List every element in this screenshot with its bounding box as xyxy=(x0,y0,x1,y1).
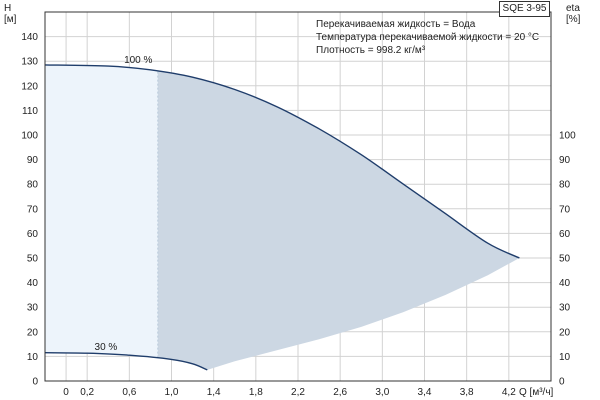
y-left-tick-label: 0 xyxy=(32,377,38,388)
x-tick-label: 1,0 xyxy=(165,387,179,398)
tick-labels: 0 0,2 0,6 1,0 1,4 1,8 2,2 2,6 3,0 3,4 3,8 4,2 0 10 20 3… xyxy=(4,3,581,398)
note-liquid: Перекачиваемая жидкость = Вода xyxy=(316,19,476,30)
y-left-tick-label: 40 xyxy=(27,278,39,289)
y-left-title-symbol: H xyxy=(4,3,11,14)
x-axis-title: Q [м³/ч] xyxy=(519,387,554,398)
x-tick-label: 0,2 xyxy=(80,387,94,398)
curve-label-100-percent: 100 % xyxy=(124,55,152,66)
y-left-tick-label: 120 xyxy=(21,81,38,92)
y-right-tick-label: 30 xyxy=(559,303,571,314)
curves: 100 % 30 % xyxy=(44,55,520,371)
area-light xyxy=(45,64,158,359)
y-left-tick-label: 110 xyxy=(22,106,38,117)
curve-30-percent xyxy=(44,352,208,371)
x-tick-label: 3,4 xyxy=(418,387,432,398)
x-tick-label: 0 xyxy=(63,387,69,398)
y-left-tick-label: 130 xyxy=(21,57,38,68)
plot-frame xyxy=(44,11,552,382)
y-left-tick-label: 80 xyxy=(27,180,39,191)
y-right-title-symbol: eta xyxy=(566,3,580,14)
x-tick-label: 0,6 xyxy=(122,387,136,398)
operating-areas xyxy=(45,64,520,370)
axes xyxy=(44,11,552,382)
y-right-tick-label: 100 xyxy=(559,131,576,142)
y-left-tick-label: 50 xyxy=(27,254,39,265)
x-tick-label: 2,6 xyxy=(333,387,347,398)
y-right-tick-label: 40 xyxy=(559,278,571,289)
y-left-tick-label: 30 xyxy=(27,303,39,314)
curve-label-30-percent: 30 % xyxy=(95,342,118,353)
y-right-tick-label: 10 xyxy=(559,352,571,363)
x-tick-label: 3,0 xyxy=(375,387,389,398)
y-right-tick-label: 80 xyxy=(559,180,571,191)
y-left-tick-label: 60 xyxy=(27,229,39,240)
y-left-tick-label: 10 xyxy=(27,352,39,363)
area-dark xyxy=(157,71,520,370)
x-tick-label: 1,8 xyxy=(249,387,263,398)
note-temperature: Температура перекачиваемой жидкости = 20… xyxy=(316,32,540,43)
y-left-tick-label: 140 xyxy=(21,32,38,43)
x-tick-label: 2,2 xyxy=(291,387,305,398)
curve-100-percent xyxy=(44,64,520,259)
x-tick-label: 4,2 xyxy=(502,387,516,398)
y-left-title-unit: [м] xyxy=(4,14,17,25)
y-left-tick-label: 20 xyxy=(27,327,39,338)
y-left-tick-label: 90 xyxy=(27,155,39,166)
y-right-title-unit: [%] xyxy=(566,14,581,25)
x-tick-label: 3,8 xyxy=(460,387,474,398)
y-right-tick-label: 60 xyxy=(559,229,571,240)
note-density: Плотность = 998.2 кг/м³ xyxy=(316,45,426,56)
y-right-tick-label: 0 xyxy=(559,377,565,388)
y-right-tick-label: 20 xyxy=(559,327,571,338)
y-right-tick-label: 50 xyxy=(559,254,571,265)
product-label: SQE 3-95 xyxy=(499,1,550,17)
x-tick-label: 1,4 xyxy=(207,387,221,398)
y-right-tick-label: 70 xyxy=(559,204,571,215)
y-left-tick-label: 100 xyxy=(21,131,38,142)
y-right-tick-label: 90 xyxy=(559,155,571,166)
y-left-tick-label: 70 xyxy=(27,204,39,215)
